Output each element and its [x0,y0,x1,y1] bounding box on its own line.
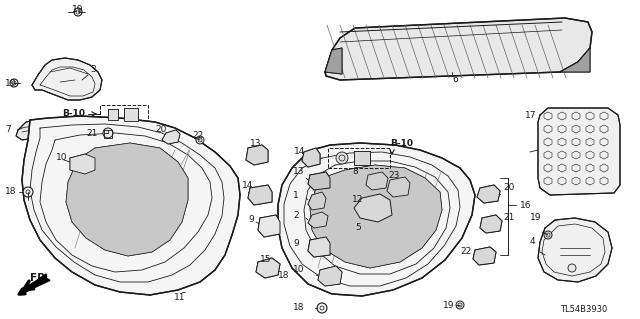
Polygon shape [354,151,370,165]
Text: 9: 9 [293,239,299,248]
Text: 23: 23 [388,170,399,180]
Polygon shape [302,148,320,167]
Circle shape [568,264,576,272]
Text: 14: 14 [294,147,305,157]
Text: 20: 20 [503,183,515,192]
Circle shape [317,303,327,313]
Text: 17: 17 [525,110,536,120]
Polygon shape [16,120,38,140]
Polygon shape [32,58,102,100]
Text: 22: 22 [192,131,204,140]
Polygon shape [246,145,268,165]
Bar [100,105,148,122]
Text: 10: 10 [293,265,305,275]
Bar [328,148,390,168]
Text: 8: 8 [352,167,358,176]
Polygon shape [258,215,280,237]
Text: 13: 13 [293,167,305,176]
Text: 21: 21 [86,129,97,137]
Circle shape [456,301,464,309]
Text: 13: 13 [250,138,262,147]
Text: 19: 19 [5,78,17,87]
Text: 16: 16 [520,201,531,210]
Text: 20: 20 [155,125,166,135]
Polygon shape [108,109,118,120]
Polygon shape [318,266,342,286]
Text: 2: 2 [293,211,299,219]
Polygon shape [477,185,500,203]
Polygon shape [473,247,496,265]
Polygon shape [66,143,188,256]
Text: 5: 5 [355,224,361,233]
Polygon shape [387,177,410,197]
Text: 3: 3 [90,65,96,75]
Text: 19: 19 [443,300,454,309]
Polygon shape [308,237,330,257]
Circle shape [196,136,204,144]
Text: 6: 6 [452,76,458,85]
Polygon shape [278,143,475,296]
Text: 1: 1 [293,190,299,199]
Text: 15: 15 [260,256,271,264]
Circle shape [103,128,113,138]
Text: 9: 9 [248,216,253,225]
Polygon shape [248,185,272,205]
Circle shape [336,152,348,164]
Circle shape [23,187,33,197]
Circle shape [363,225,373,235]
Text: 7: 7 [5,125,11,135]
Text: 18: 18 [5,188,17,197]
Text: 18: 18 [278,271,289,279]
Polygon shape [538,218,612,282]
Polygon shape [70,154,95,174]
Text: 12: 12 [352,196,364,204]
Text: B-10: B-10 [62,109,85,118]
Polygon shape [308,192,326,210]
Circle shape [544,231,552,239]
Text: B-10: B-10 [390,138,413,147]
Polygon shape [538,108,620,195]
Polygon shape [124,108,138,121]
Polygon shape [480,215,502,233]
Text: 10: 10 [56,153,67,162]
Polygon shape [560,48,590,72]
Text: TL54B3930: TL54B3930 [560,306,607,315]
Text: FR.: FR. [30,273,49,283]
Polygon shape [256,258,280,278]
Polygon shape [366,172,388,190]
Polygon shape [308,172,330,190]
Polygon shape [308,212,328,228]
Text: 19: 19 [530,213,541,222]
Text: 19: 19 [72,4,83,13]
Text: 4: 4 [530,238,536,247]
Polygon shape [325,48,342,74]
Text: 21: 21 [503,213,515,222]
Polygon shape [22,116,240,295]
Polygon shape [354,194,392,222]
Text: 18: 18 [293,303,305,313]
Polygon shape [162,130,180,144]
Text: 14: 14 [242,181,253,189]
Text: 22: 22 [460,247,471,256]
Polygon shape [310,165,442,268]
Text: 11: 11 [174,293,186,301]
Polygon shape [325,18,592,80]
